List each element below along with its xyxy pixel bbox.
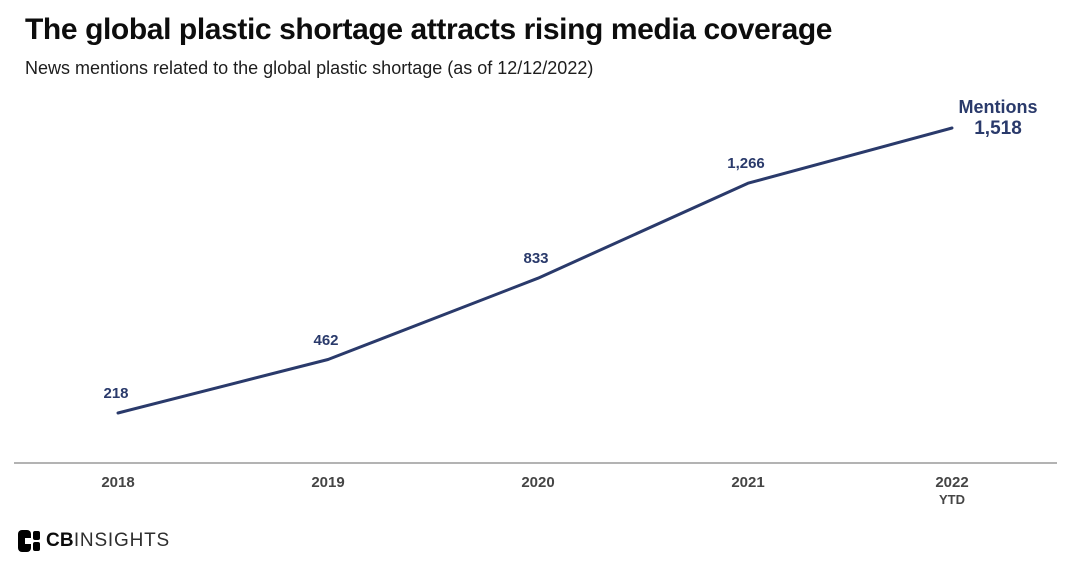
x-axis-label-line: 2020 xyxy=(521,474,555,491)
series-end-value: 1,518 xyxy=(974,118,1022,139)
cbinsights-logo-icon xyxy=(18,530,40,552)
x-axis-label: 2020 xyxy=(521,474,554,491)
x-axis-label-line: 2019 xyxy=(311,474,345,491)
page-subtitle: News mentions related to the global plas… xyxy=(25,58,594,78)
logo-text-cb: CB xyxy=(46,530,74,551)
data-point-label: 833 xyxy=(523,250,549,268)
data-point-label: 218 xyxy=(103,385,129,402)
x-axis-label-line: 2018 xyxy=(101,474,135,491)
x-axis-label: 2021 xyxy=(731,474,764,491)
x-axis-label: 2019 xyxy=(311,474,344,491)
page-title: The global plastic shortage attracts ris… xyxy=(25,13,833,46)
series-end-label: Mentions 1,518 xyxy=(955,97,1041,139)
trend-line xyxy=(116,126,954,415)
footer: CB INSIGHTS xyxy=(18,529,170,553)
chart-header: The global plastic shortage attracts ris… xyxy=(25,12,1055,79)
x-axis-label-line: 2022 xyxy=(935,474,969,491)
data-point-label: 1,266 xyxy=(727,155,765,173)
x-axis-label-line: YTD xyxy=(939,492,965,507)
x-axis-label-line: 2021 xyxy=(731,474,765,491)
logo-text-insights: INSIGHTS xyxy=(73,530,170,551)
x-axis-label: 2018 xyxy=(101,474,134,491)
series-name-label: Mentions xyxy=(958,97,1038,117)
x-axis-line xyxy=(14,462,1057,464)
x-axis-label: 2022 YTD xyxy=(935,474,968,508)
data-point-label: 462 xyxy=(313,331,339,349)
